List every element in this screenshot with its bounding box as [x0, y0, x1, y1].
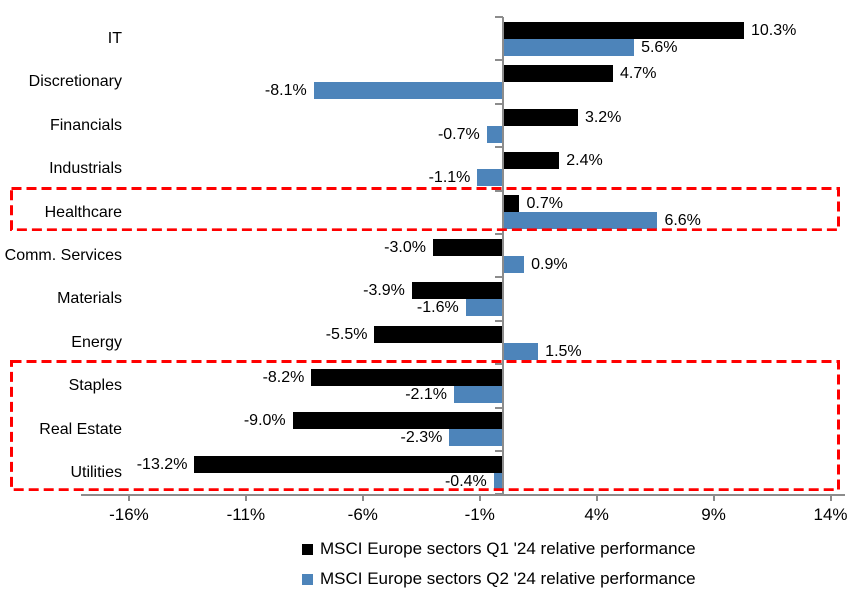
legend-item-q2: MSCI Europe sectors Q2 '24 relative perf… [302, 569, 696, 589]
category-tick [495, 189, 504, 192]
category-tick [495, 102, 504, 105]
bar-q2 [453, 385, 504, 403]
x-axis-tick-label: -6% [347, 505, 378, 524]
value-label: 0.9% [531, 255, 568, 273]
category-label: Discretionary [28, 73, 122, 91]
value-label: 4.7% [620, 65, 657, 83]
bar-q1 [374, 325, 504, 343]
value-label: -1.6% [416, 299, 459, 317]
bar-q2 [477, 168, 504, 186]
bar-q2 [465, 299, 504, 317]
x-axis-tick [361, 496, 364, 501]
legend-label-q2: MSCI Europe sectors Q2 '24 relative perf… [320, 569, 696, 588]
value-label: 1.5% [545, 342, 582, 360]
bar-q1 [411, 282, 504, 300]
category-tick [495, 146, 504, 149]
x-axis-tick [244, 496, 247, 501]
bar-q2 [503, 38, 635, 56]
value-label: -2.1% [405, 385, 447, 403]
x-axis-tick [829, 496, 832, 501]
category-tick [495, 233, 504, 235]
x-axis-tick [127, 496, 130, 501]
x-axis-tick [712, 496, 715, 501]
x-axis-tick [478, 496, 481, 501]
bar-q1 [503, 151, 560, 169]
x-axis-tick-label: -1% [464, 505, 495, 524]
value-label: -9.0% [243, 412, 286, 430]
value-label: 0.7% [526, 195, 563, 213]
category-label: Staples [68, 377, 122, 395]
category-tick [495, 16, 504, 18]
value-label: 6.6% [664, 212, 701, 230]
value-label: -8.1% [264, 82, 307, 100]
category-label: Financials [49, 116, 122, 134]
highlight-box [10, 360, 840, 492]
bar-q1 [292, 412, 504, 430]
bar-q2 [449, 429, 504, 447]
x-axis-tick-label: 4% [584, 505, 609, 524]
legend-label-q1: MSCI Europe sectors Q1 '24 relative perf… [320, 539, 696, 558]
value-label: -0.7% [437, 125, 480, 143]
category-label: IT [107, 30, 122, 47]
bar-q1 [194, 455, 504, 473]
bar-q2 [493, 472, 504, 490]
x-axis-line [81, 494, 845, 496]
value-label: 2.4% [566, 151, 603, 169]
category-label: Healthcare [44, 203, 122, 221]
category-label: Comm. Services [4, 247, 122, 264]
legend-marker-q2-icon [302, 573, 313, 585]
x-axis-tick-label: 14% [813, 505, 848, 524]
y-axis-line [502, 17, 505, 496]
value-label: -2.3% [400, 429, 443, 447]
bar-q1 [503, 108, 578, 126]
value-label: -8.2% [262, 368, 305, 386]
value-label: -0.4% [444, 472, 487, 490]
highlight-box [10, 186, 840, 231]
category-label: Real Estate [39, 420, 122, 438]
legend-marker-q1-icon [302, 543, 313, 555]
category-tick [495, 319, 504, 322]
value-label: -1.1% [428, 168, 471, 186]
bar-q2 [503, 255, 525, 273]
bar-q2 [486, 125, 504, 143]
category-tick [495, 450, 504, 452]
x-axis-tick [595, 496, 598, 501]
x-axis-tick-label: -11% [226, 505, 266, 524]
category-label: Materials [57, 290, 122, 308]
bar-q1 [503, 195, 520, 213]
category-tick [495, 276, 504, 279]
value-label: -3.0% [384, 238, 426, 256]
category-tick [495, 493, 504, 496]
legend-item-q1: MSCI Europe sectors Q1 '24 relative perf… [302, 539, 696, 559]
bar-q2 [503, 342, 539, 360]
bar-q1 [503, 65, 613, 83]
value-label: 5.6% [641, 38, 678, 56]
category-label: Industrials [49, 160, 122, 178]
bar-q1 [432, 238, 504, 256]
category-tick [495, 363, 504, 366]
bar-q2 [503, 212, 658, 230]
x-axis-tick-label: 9% [701, 505, 726, 524]
category-label: Energy [71, 333, 122, 351]
value-label: -3.9% [363, 282, 405, 300]
bar-q1 [503, 21, 744, 39]
x-axis-tick-label: -16% [109, 505, 149, 524]
value-label: 3.2% [584, 108, 622, 126]
value-label: -5.5% [325, 325, 368, 343]
category-label: Utilities [70, 464, 122, 481]
category-tick [495, 59, 504, 62]
bar-q2 [313, 82, 504, 100]
bar-q1 [311, 368, 504, 386]
category-tick [495, 406, 504, 409]
value-label: -13.2% [136, 455, 188, 473]
value-label: 10.3% [750, 21, 797, 39]
